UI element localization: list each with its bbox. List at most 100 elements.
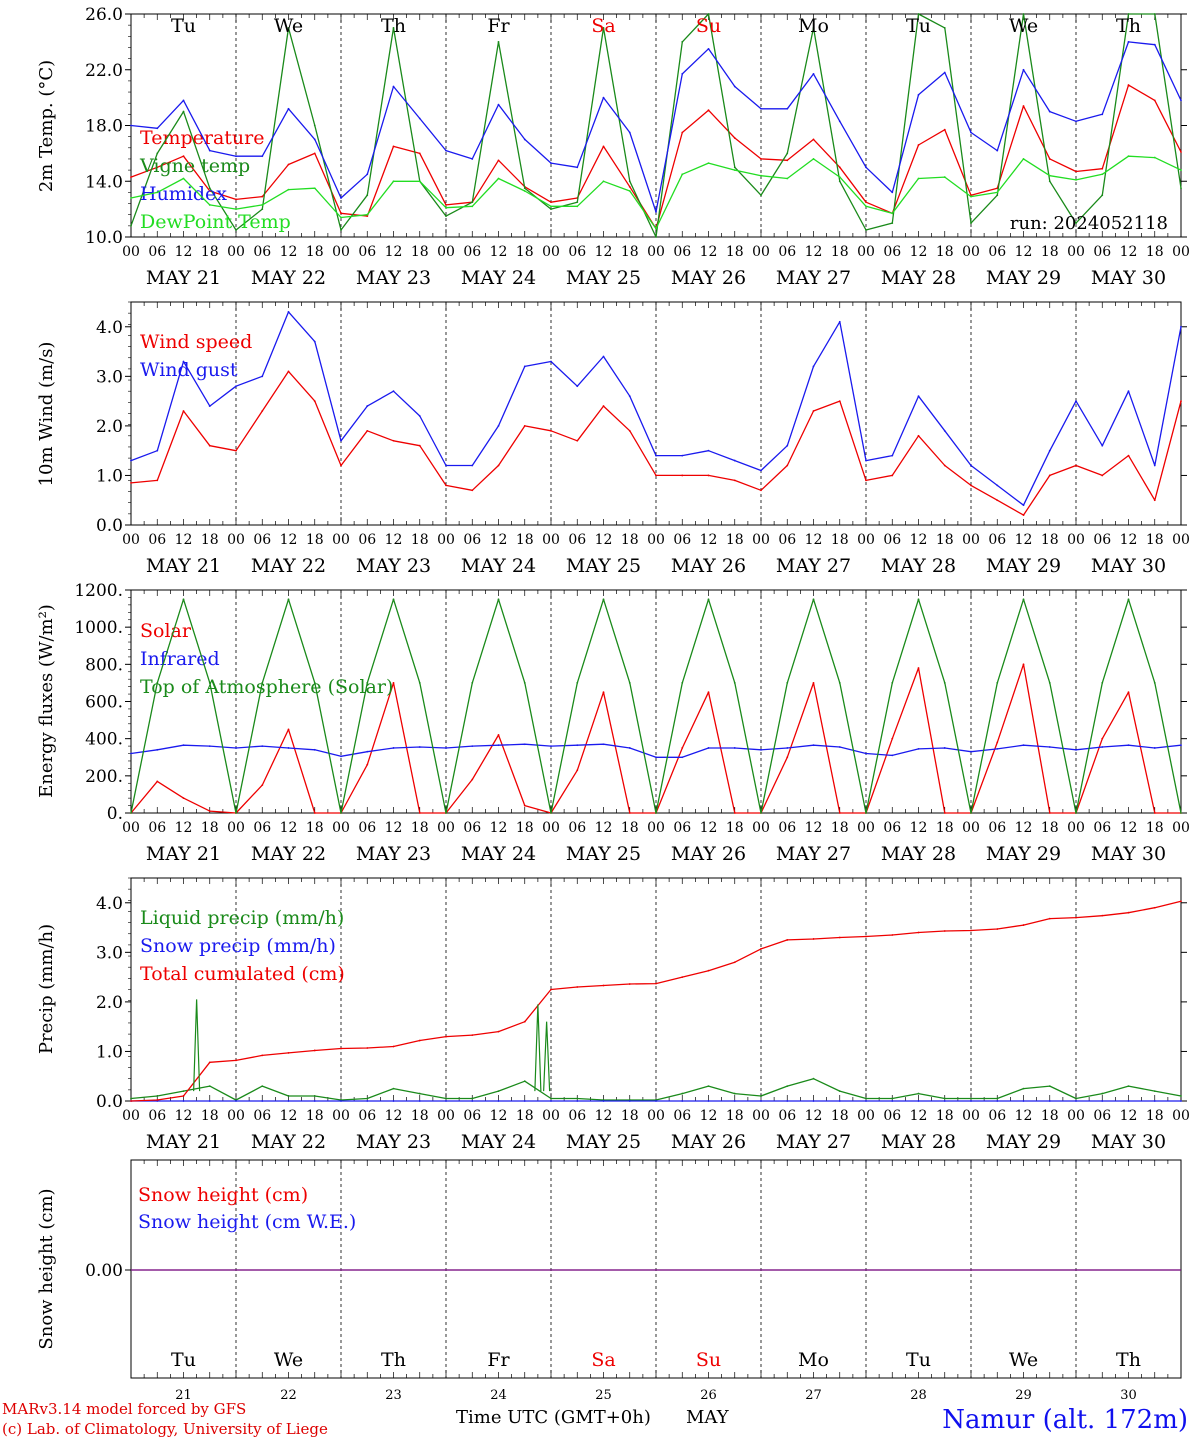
data-point [445,484,447,487]
data-point [996,194,999,197]
data-point [733,961,736,964]
data-point [550,429,552,432]
weekday-label: Tu [906,15,931,37]
series-humidex [130,40,1182,213]
series-line [130,13,1182,238]
x-hour-label: 18 [621,244,639,260]
data-point [707,598,710,601]
data-point [812,410,815,412]
data-point [287,1095,290,1097]
x-hour-label: 18 [831,532,849,548]
y-tick-label: 4.0 [96,894,123,914]
x-hour-label: 12 [1120,1108,1138,1124]
data-point [838,120,841,123]
day-number-label: 27 [805,1388,822,1403]
data-point [208,1100,211,1102]
data-point [707,449,710,452]
data-point [156,191,159,194]
x-hour-label: 06 [463,244,481,260]
data-point [838,1100,841,1102]
y-tick-label: 400. [85,730,123,750]
x-hour-label: 00 [332,1108,350,1124]
weekday-label: We [274,15,303,37]
data-point [418,444,421,447]
data-point [1153,1100,1156,1102]
data-point [182,99,185,102]
x-date-label: MAY 21 [146,267,221,289]
x-date-label: MAY 27 [776,267,851,289]
data-point [1022,1087,1025,1090]
legend-entry: Liquid precip (mm/h) [140,907,344,929]
x-hour-label: 12 [805,1108,823,1124]
data-point [550,201,552,204]
data-point [1180,187,1182,190]
data-point [1022,68,1025,71]
data-point [1180,900,1182,903]
x-hour-label: 12 [595,820,613,836]
data-point [996,747,999,750]
weekday-label: Tu [171,15,196,37]
x-date-label: MAY 25 [566,843,641,865]
x-hour-label: 18 [936,532,954,548]
data-point [970,131,972,134]
x-hour-label: 00 [647,1108,665,1124]
data-point [523,138,526,141]
data-point [208,444,211,447]
legend-entry: Vigne temp [139,155,250,177]
data-point [786,747,789,749]
x-hour-label: 06 [358,532,376,548]
data-point [1127,1100,1130,1102]
data-point [235,812,237,814]
data-point [366,682,369,684]
x-hour-label: 00 [437,1108,455,1124]
data-point [812,158,815,160]
data-point [340,755,342,758]
x-date-label: MAY 23 [356,1131,431,1153]
x-hour-label: 12 [595,532,613,548]
y-tick-label: 600. [85,693,123,713]
data-point [943,1100,946,1102]
x-hour-label: 06 [568,532,586,548]
data-point [812,1100,815,1102]
data-point [707,13,710,15]
data-point [707,1085,710,1088]
x-hour-label: 00 [332,820,350,836]
data-point [628,395,631,398]
data-point [917,434,920,437]
y-tick-label: 1.0 [96,1042,123,1062]
data-point [576,769,579,772]
data-point [1101,682,1104,684]
x-hour-label: 06 [148,244,166,260]
data-point [1022,105,1025,107]
data-point [392,1087,395,1090]
data-point [182,110,185,113]
data-point [812,73,815,75]
x-hour-label: 06 [148,532,166,548]
x-hour-label: 18 [411,532,429,548]
y-axis-label: 2m Temp. (°C) [36,60,57,192]
data-point [865,752,867,755]
data-point [523,743,526,746]
x-hour-label: 00 [647,532,665,548]
x-hour-label: 12 [1120,820,1138,836]
x-hour-label: 00 [962,1108,980,1124]
weekday-label: Fr [487,1349,510,1371]
data-point [917,144,920,146]
data-point [1127,691,1130,694]
x-hour-label: 18 [306,244,324,260]
x-hour-label: 00 [1067,532,1085,548]
data-point [471,464,474,467]
x-hour-label: 18 [621,820,639,836]
data-point [418,1092,421,1095]
data-point [287,598,290,601]
data-point [366,750,369,753]
x-hour-label: 18 [516,820,534,836]
x-date-label: MAY 28 [881,555,956,577]
x-date-label: MAY 23 [356,267,431,289]
data-point [156,780,159,783]
data-point [1153,99,1156,102]
panel-1: 10.0 14.0 18.0 22.0 26.0 2m Temp. (°C) 00 06 12 1… [36,5,1190,289]
day-number-label: 29 [1015,1388,1032,1403]
day-number-label: 25 [595,1388,612,1403]
x-hour-label: 00 [752,1108,770,1124]
